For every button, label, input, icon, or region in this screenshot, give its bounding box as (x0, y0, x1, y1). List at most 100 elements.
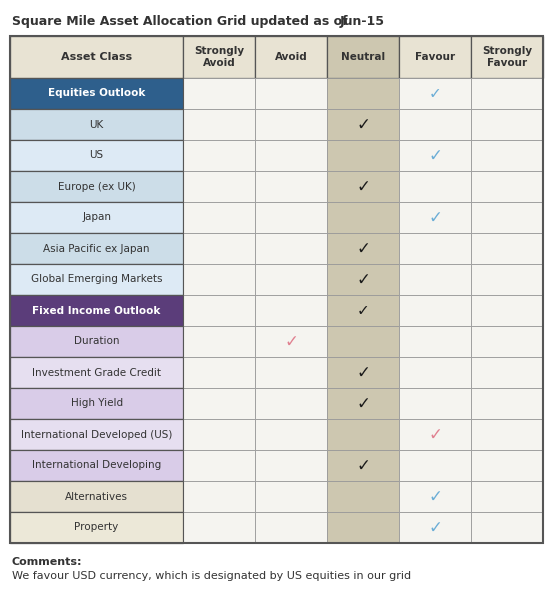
Bar (255, 295, 327, 326)
Bar (183, 295, 255, 326)
Text: Property: Property (75, 522, 119, 532)
Bar (471, 450, 543, 481)
Text: US: US (90, 150, 103, 161)
Bar (10, 512, 183, 543)
Bar (327, 326, 399, 357)
Bar (471, 419, 543, 450)
Text: We favour USD currency, which is designated by US equities in our grid: We favour USD currency, which is designa… (12, 571, 411, 581)
Bar (183, 512, 255, 543)
Bar (255, 202, 327, 233)
Text: Equities Outlook: Equities Outlook (48, 89, 145, 99)
Bar (10, 388, 183, 419)
Bar (399, 388, 471, 419)
Text: ✓: ✓ (357, 303, 369, 318)
Bar (327, 512, 399, 543)
Text: Duration: Duration (74, 336, 119, 346)
Bar (10, 264, 183, 295)
Bar (471, 295, 543, 326)
Bar (399, 357, 471, 388)
Bar (10, 357, 183, 388)
Text: Favour: Favour (415, 52, 455, 62)
Bar (327, 388, 399, 419)
Bar (10, 36, 183, 78)
Bar (399, 450, 471, 481)
Text: Japan: Japan (82, 213, 111, 222)
Bar (327, 109, 399, 140)
Bar (327, 481, 399, 512)
Bar (255, 78, 327, 109)
Text: ✓: ✓ (356, 456, 370, 474)
Bar (10, 326, 183, 357)
Bar (10, 264, 183, 295)
Bar (10, 36, 543, 543)
Bar (471, 481, 543, 512)
Bar (327, 357, 399, 388)
Bar (10, 202, 183, 233)
Text: Square Mile Asset Allocation Grid updated as of: Square Mile Asset Allocation Grid update… (12, 15, 348, 28)
Bar (327, 295, 399, 326)
Bar (471, 140, 543, 171)
Text: Comments:: Comments: (12, 557, 82, 567)
Bar (183, 233, 255, 264)
Bar (399, 264, 471, 295)
Text: ✓: ✓ (428, 426, 442, 444)
Bar (327, 78, 399, 109)
Bar (10, 419, 183, 450)
Bar (10, 388, 183, 419)
Bar (10, 233, 183, 264)
Bar (10, 512, 183, 543)
Bar (255, 326, 327, 357)
Bar (10, 419, 183, 450)
Bar (10, 78, 183, 109)
Text: ✓: ✓ (356, 240, 370, 257)
Text: ✓: ✓ (356, 116, 370, 134)
Bar (399, 233, 471, 264)
Bar (255, 36, 327, 78)
Bar (183, 171, 255, 202)
Bar (255, 109, 327, 140)
Bar (399, 36, 471, 78)
Bar (471, 109, 543, 140)
Bar (255, 171, 327, 202)
Bar (183, 264, 255, 295)
Text: Strongly
Avoid: Strongly Avoid (194, 46, 244, 68)
Text: Fixed Income Outlook: Fixed Income Outlook (33, 306, 161, 315)
Bar (183, 109, 255, 140)
Bar (183, 78, 255, 109)
Bar (10, 202, 183, 233)
Text: Strongly
Favour: Strongly Favour (482, 46, 532, 68)
Bar (183, 357, 255, 388)
Bar (255, 357, 327, 388)
Bar (255, 388, 327, 419)
Text: ✓: ✓ (356, 177, 370, 195)
Bar (183, 388, 255, 419)
Bar (471, 233, 543, 264)
Text: ✓: ✓ (356, 270, 370, 288)
Bar (183, 450, 255, 481)
Bar (183, 419, 255, 450)
Bar (10, 450, 183, 481)
Bar (10, 140, 183, 171)
Text: ✓: ✓ (356, 363, 370, 381)
Bar (10, 171, 183, 202)
Bar (10, 109, 183, 140)
Text: ✓: ✓ (356, 394, 370, 413)
Bar (399, 295, 471, 326)
Bar (327, 264, 399, 295)
Bar (399, 78, 471, 109)
Bar (255, 140, 327, 171)
Text: ✓: ✓ (428, 487, 442, 506)
Bar (471, 78, 543, 109)
Bar (183, 202, 255, 233)
Bar (399, 481, 471, 512)
Bar (399, 140, 471, 171)
Text: ✓: ✓ (428, 519, 442, 537)
Text: ✓: ✓ (284, 333, 298, 351)
Bar (183, 481, 255, 512)
Text: Asset Class: Asset Class (61, 52, 132, 62)
Text: Asia Pacific ex Japan: Asia Pacific ex Japan (43, 243, 150, 254)
Bar (399, 202, 471, 233)
Bar (10, 78, 183, 109)
Bar (399, 326, 471, 357)
Bar (255, 419, 327, 450)
